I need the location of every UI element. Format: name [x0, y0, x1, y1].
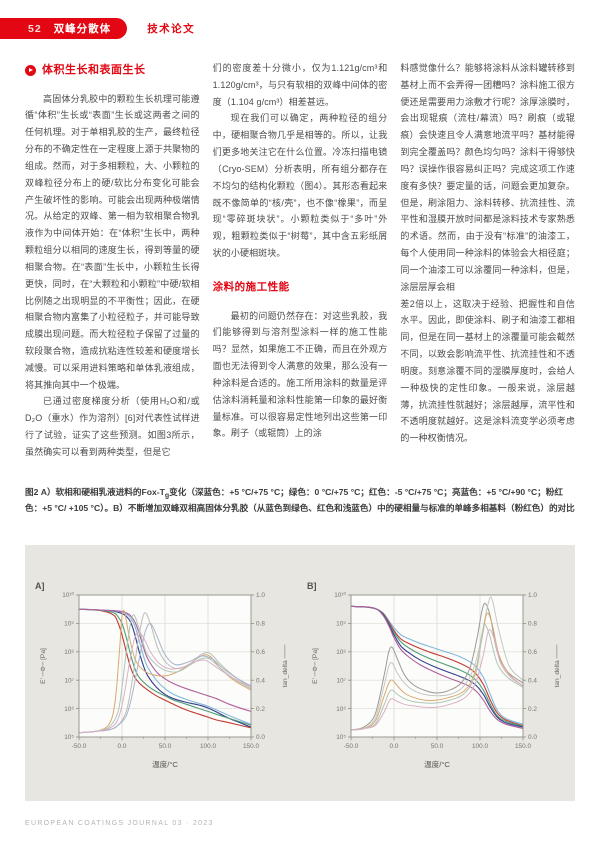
svg-text:10¹⁰: 10¹⁰	[334, 592, 346, 599]
svg-text:-50.0: -50.0	[344, 743, 359, 750]
svg-text:10⁶: 10⁶	[64, 706, 74, 713]
section-badge: 52 双峰分散体	[0, 18, 128, 39]
page-header: 52 双峰分散体 技术论文	[0, 18, 195, 39]
svg-text:10¹⁰: 10¹⁰	[62, 592, 74, 599]
page-number: 52	[28, 22, 42, 35]
svg-text:tan_delta ───: tan_delta ───	[282, 644, 289, 687]
figure-caption-pre: 图2 A）软相和硬相乳液进料的Fox-T	[25, 487, 165, 497]
chart-A-container: A] 10¹⁰ 10⁹ 10⁸ 10⁷ 10⁶ 10⁵ 1.0 0.8 0.6 0.4 0.2 0.0…	[33, 581, 295, 794]
svg-text:10⁵: 10⁵	[64, 734, 74, 741]
section-title: 双峰分散体	[53, 23, 112, 35]
svg-text:0.6: 0.6	[528, 649, 537, 656]
chart-B-canvas: 10¹⁰ 10⁹ 10⁸ 10⁷ 10⁶ 10⁵ 1.0 0.8 0.6 0.4 0.2 0.0 -50…	[312, 592, 561, 769]
svg-text:0.4: 0.4	[528, 677, 537, 684]
figure-caption-subscript: g	[164, 492, 170, 500]
figure-2: A] 10¹⁰ 10⁹ 10⁸ 10⁷ 10⁶ 10⁵ 1.0 0.8 0.6 0.4 0.2 0.0…	[25, 545, 575, 801]
paragraph: 最初的问题仍然存在：对这些乳胶，我们能够得到与溶剂型涂料一样的施工性能吗？显然，…	[212, 310, 388, 439]
svg-text:0.6: 0.6	[256, 649, 265, 656]
svg-text:10⁹: 10⁹	[64, 621, 74, 628]
svg-text:1.0: 1.0	[528, 592, 537, 599]
section-heading-2: 涂料的施工性能	[212, 280, 290, 293]
paragraph: 们的密度差十分微小，仅为1.121g/cm³和1.120g/cm³，与只有软相的…	[212, 63, 388, 107]
svg-text:10⁸: 10⁸	[336, 649, 346, 656]
paragraph: 高固体分乳胶中的颗粒生长机理可能遵循“体积”生长或“表面”生长或这两者之间的任何…	[25, 93, 200, 390]
paragraph: 差2倍以上，这取决于经验、把握性和自信水平。因此，即使涂料、刷子和油漆工都相同，…	[400, 298, 575, 444]
section-arrow-icon	[25, 64, 36, 76]
svg-text:E' ─Φ─ [Pa]: E' ─Φ─ [Pa]	[40, 648, 47, 684]
chart-B-container: B] 10¹⁰ 10⁹ 10⁸ 10⁷ 10⁶ 10⁵ 1.0 0.8 0.6 0.4 0.2 0.0…	[305, 581, 567, 794]
svg-text:温度/°C: 温度/°C	[424, 759, 450, 769]
svg-text:10⁷: 10⁷	[65, 677, 75, 684]
svg-text:0.8: 0.8	[256, 621, 265, 628]
svg-text:50.0: 50.0	[159, 743, 172, 750]
chart-A-label: A]	[35, 581, 45, 591]
svg-text:0.0: 0.0	[528, 734, 537, 741]
svg-text:0.8: 0.8	[528, 621, 537, 628]
chart-B-label: B]	[307, 581, 317, 591]
journal-footer: EUROPEAN COATINGS JOURNAL 03 · 2023	[25, 820, 214, 827]
section-heading-1: 体积生长和表面生长	[25, 60, 200, 81]
column-1: 体积生长和表面生长 高固体分乳胶中的颗粒生长机理可能遵循“体积”生长或“表面”生…	[25, 60, 200, 482]
paragraph: 现在我们可以确定，两种粒径的组分中，硬相聚合物几乎是相等的。所以，让我们更多地关…	[212, 113, 388, 259]
svg-text:50.0: 50.0	[431, 743, 444, 750]
svg-text:1.0: 1.0	[256, 592, 265, 599]
svg-text:0.4: 0.4	[256, 677, 265, 684]
svg-text:10⁷: 10⁷	[337, 677, 347, 684]
svg-text:温度/°C: 温度/°C	[152, 759, 178, 769]
figure-caption: 图2 A）软相和硬相乳液进料的Fox-Tg变化（深蓝色：+5 °C/+75 °C…	[25, 486, 575, 516]
svg-text:10⁸: 10⁸	[64, 649, 74, 656]
svg-text:0.0: 0.0	[118, 743, 127, 750]
svg-text:-50.0: -50.0	[72, 743, 87, 750]
paragraph: 已通过密度梯度分析（使用H₂O和/或D₂O（重水）作为溶剂）[6]对代表性试样进…	[25, 396, 200, 457]
figure-caption-rest: 变化（深蓝色：+5 °C/+75 °C；绿色：0 °C/+75 °C；红色：-5…	[25, 487, 575, 513]
svg-text:0.2: 0.2	[256, 706, 265, 713]
paragraph: 料感觉像什么？能够将涂料从涂料罐转移到基材上而不会弄得一团糟吗？涂料施工很方便还…	[400, 63, 575, 292]
column-3: 料感觉像什么？能够将涂料从涂料罐转移到基材上而不会弄得一团糟吗？涂料施工很方便还…	[400, 60, 575, 482]
svg-text:10⁶: 10⁶	[336, 706, 346, 713]
section-heading-1-text: 体积生长和表面生长	[42, 64, 146, 76]
article-type-label: 技术论文	[147, 23, 196, 35]
svg-text:100.0: 100.0	[472, 743, 488, 750]
svg-text:10⁹: 10⁹	[336, 621, 346, 628]
chart-A-canvas: 10¹⁰ 10⁹ 10⁸ 10⁷ 10⁶ 10⁵ 1.0 0.8 0.6 0.4 0.2 0.0 -50…	[40, 592, 289, 769]
column-2: 们的密度差十分微小，仅为1.121g/cm³和1.120g/cm³，与只有软相的…	[213, 60, 388, 482]
svg-text:0.0: 0.0	[256, 734, 265, 741]
svg-text:10⁵: 10⁵	[336, 734, 346, 741]
svg-text:tan_delta ───: tan_delta ───	[554, 644, 561, 687]
svg-text:E' ─Φ─ [Pa]: E' ─Φ─ [Pa]	[312, 648, 319, 684]
svg-text:150.0: 150.0	[243, 743, 259, 750]
svg-text:0.0: 0.0	[390, 743, 399, 750]
article-body: 体积生长和表面生长 高固体分乳胶中的颗粒生长机理可能遵循“体积”生长或“表面”生…	[25, 60, 575, 482]
svg-text:100.0: 100.0	[200, 743, 216, 750]
svg-text:150.0: 150.0	[515, 743, 531, 750]
svg-text:0.2: 0.2	[528, 706, 537, 713]
